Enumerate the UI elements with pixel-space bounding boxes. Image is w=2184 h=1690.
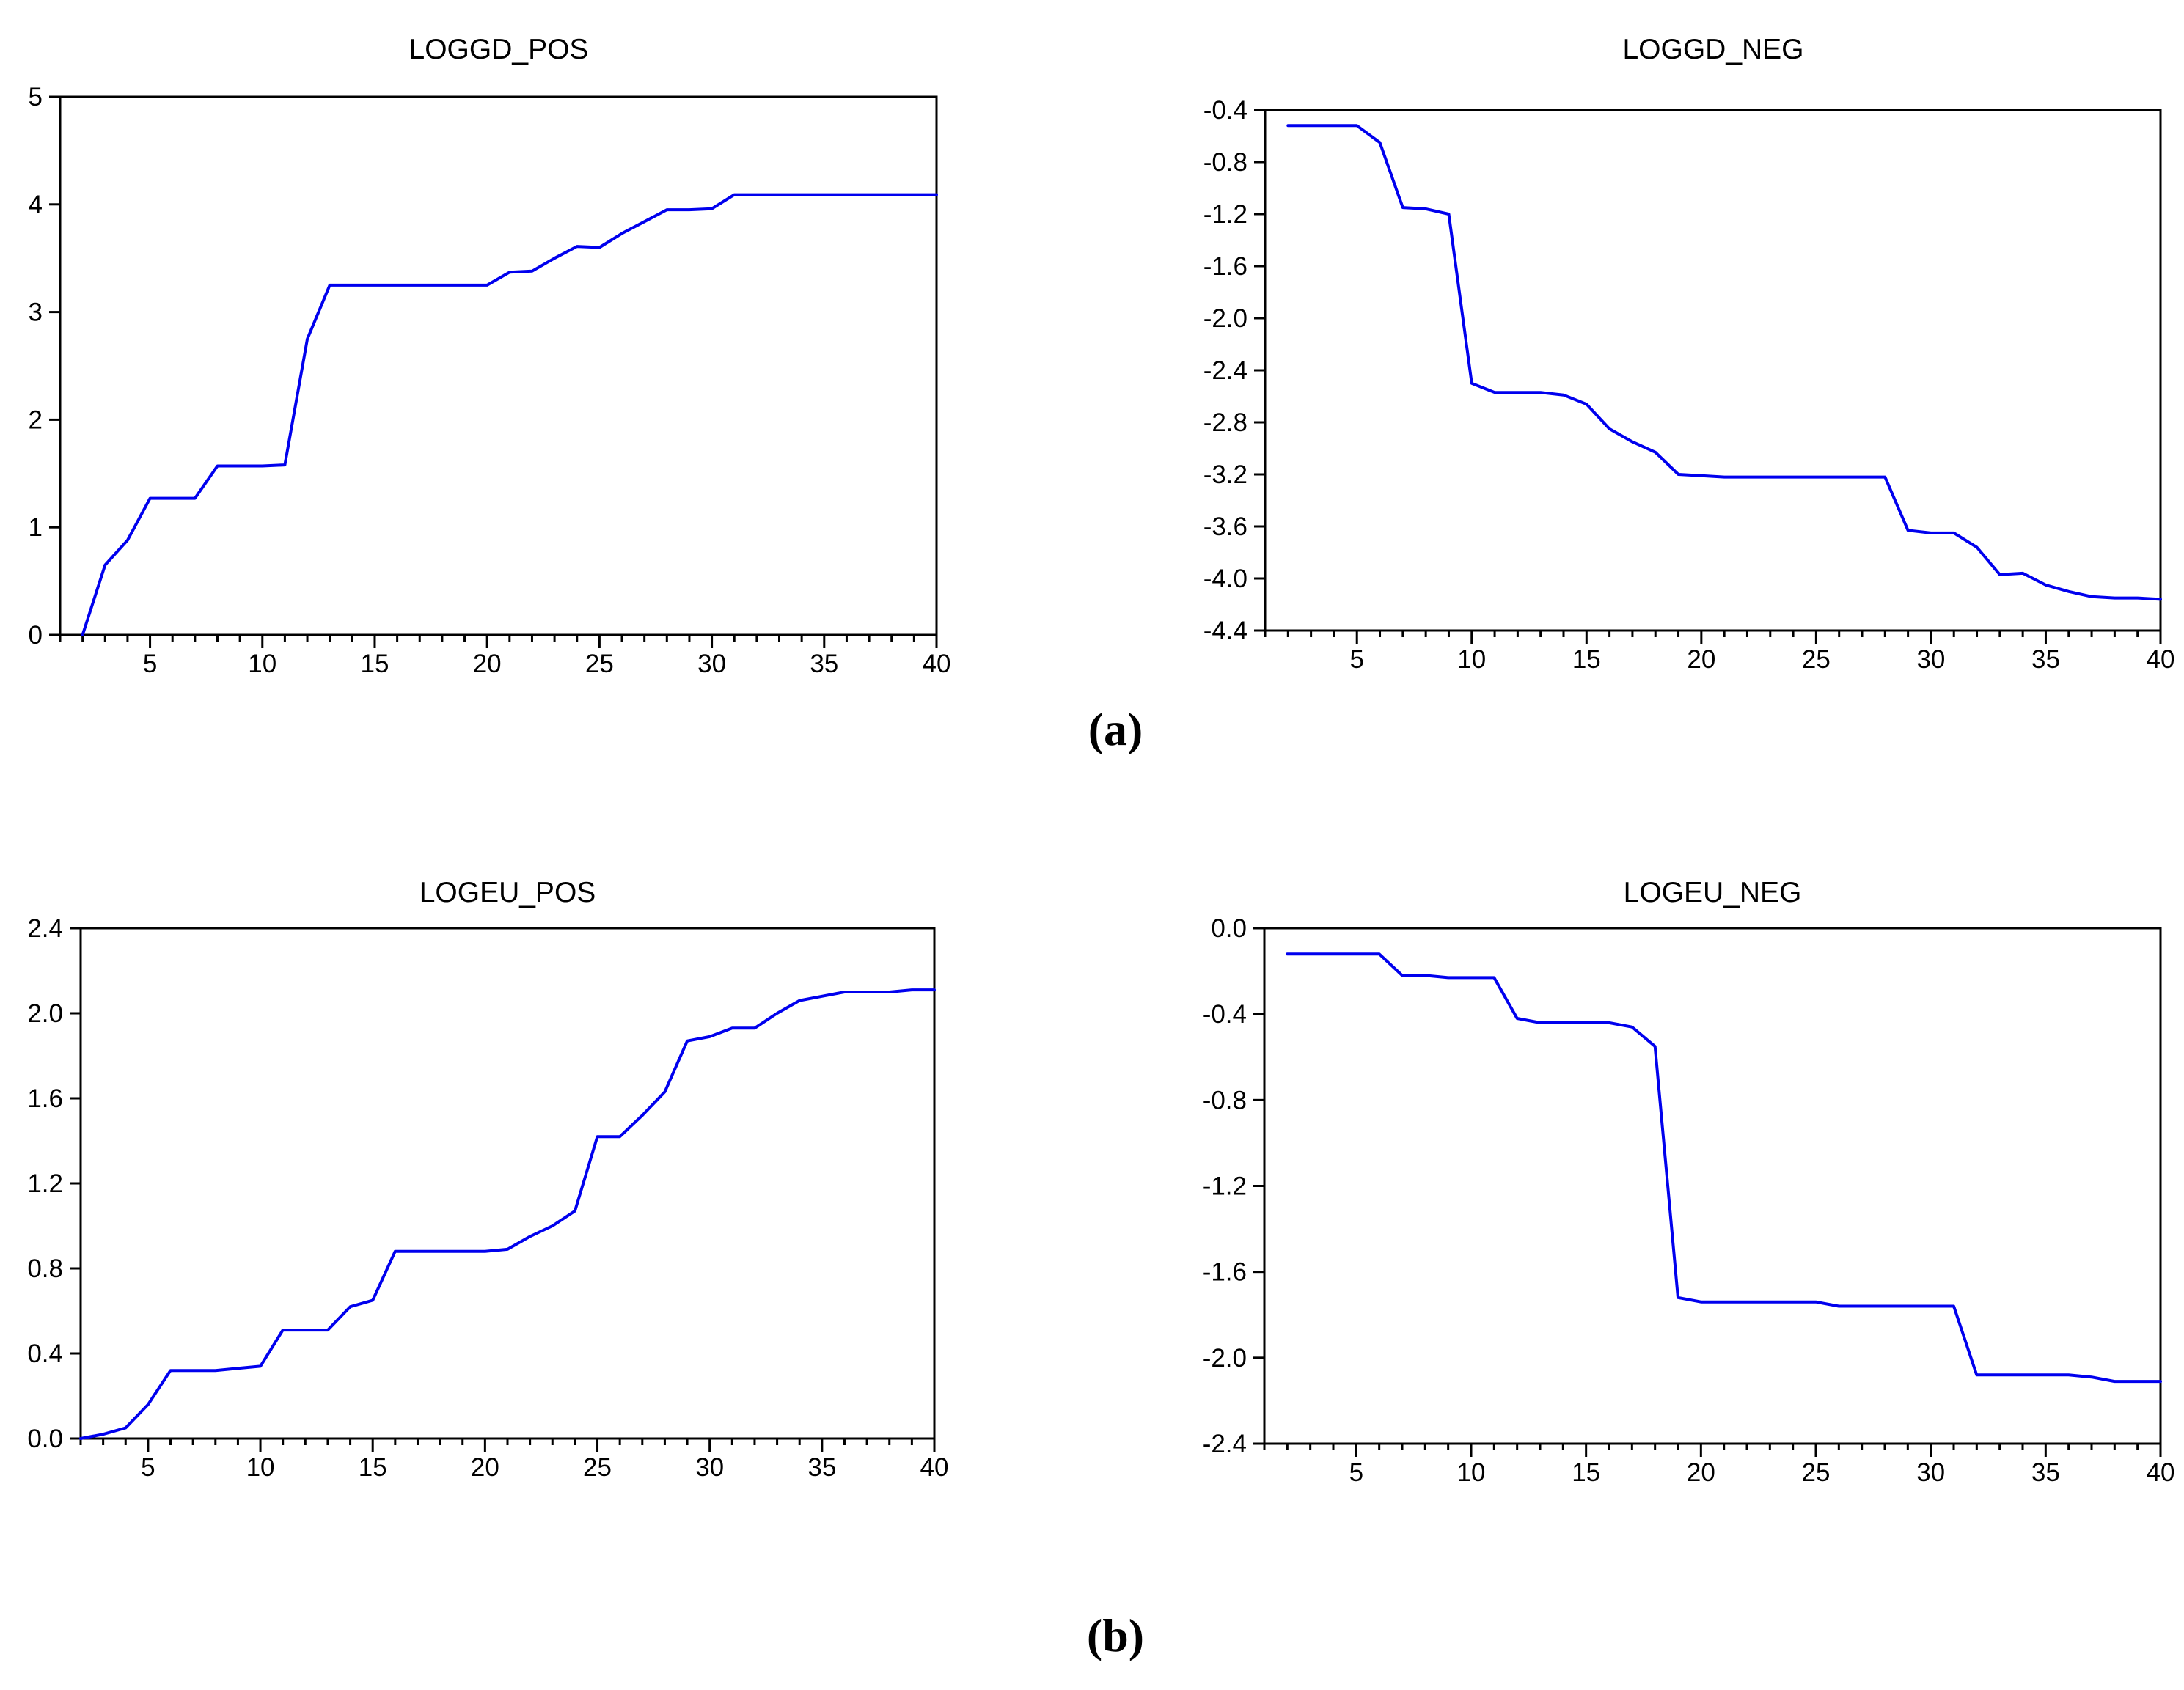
chart-loggd-pos: LOGGD_POS 0 1 2 3 4 5 5 10 15 20 25 30 35 40 — [29, 34, 951, 678]
x-tick-label: 10 — [248, 650, 276, 678]
y-tick-label: 3 — [29, 298, 43, 327]
x-tick-label: 30 — [697, 650, 726, 678]
x-tick-label: 35 — [810, 650, 838, 678]
y-tick-label: -1.6 — [1203, 252, 1247, 281]
x-tick-label: 20 — [1687, 1458, 1715, 1487]
x-tick-label: 40 — [923, 650, 951, 678]
x-tick-label: 5 — [1349, 1458, 1363, 1487]
y-tick-label: 0.8 — [27, 1254, 63, 1283]
plot-frame — [1264, 109, 2162, 632]
y-tick-label: 2.0 — [27, 999, 63, 1028]
y-tick-label: -3.2 — [1203, 460, 1247, 489]
y-tick-label: 4 — [29, 191, 43, 219]
x-tick-label: 10 — [1457, 645, 1486, 674]
y-tick-label: -4.0 — [1203, 565, 1247, 593]
x-tick-label: 35 — [807, 1453, 836, 1482]
x-tick-label: 30 — [1916, 1458, 1945, 1487]
y-tick-label: 1.6 — [27, 1084, 63, 1113]
series-line — [81, 193, 938, 636]
y-tick-label: -2.8 — [1203, 408, 1247, 437]
y-tick-label: -0.4 — [1203, 1000, 1247, 1029]
y-tick-label: -0.4 — [1203, 96, 1247, 125]
x-tick-label: 25 — [583, 1453, 612, 1482]
series-line — [79, 988, 936, 1440]
x-tick-label: 5 — [143, 650, 157, 678]
y-tick-label: -1.2 — [1203, 1172, 1247, 1201]
x-tick-label: 40 — [2147, 1458, 2175, 1487]
x-tick-label: 15 — [1572, 1458, 1600, 1487]
x-tick-label: 15 — [361, 650, 389, 678]
panel-label-b: (b) — [1086, 1609, 1145, 1661]
plot-frame — [59, 95, 938, 636]
y-tick-label: 0 — [29, 621, 43, 650]
y-tick-label: -4.4 — [1203, 617, 1247, 645]
y-tick-label: -2.4 — [1203, 1430, 1247, 1458]
y-tick-label: 5 — [29, 83, 43, 111]
series-line — [1286, 124, 2162, 601]
x-tick-label: 20 — [471, 1453, 499, 1482]
y-tick-label: -2.0 — [1203, 1344, 1247, 1373]
y-tick-label: -2.4 — [1203, 356, 1247, 385]
x-tick-label: 15 — [1572, 645, 1601, 674]
y-tick-label: -0.8 — [1203, 1086, 1247, 1114]
x-tick-label: 35 — [2031, 1458, 2060, 1487]
y-tick-label: -1.2 — [1203, 200, 1247, 229]
chart-logeu-pos: LOGEU_POS 0.0 0.4 0.8 1.2 1.6 2.0 2.4 5 10 15 20 25… — [27, 877, 949, 1482]
panel-label-a: (a) — [1088, 703, 1143, 755]
x-tick-label: 5 — [141, 1453, 155, 1482]
y-tick-label: -1.6 — [1203, 1258, 1247, 1287]
x-tick-label: 20 — [1687, 645, 1715, 674]
chart-title: LOGEU_NEG — [1624, 877, 1802, 908]
chart-title: LOGEU_POS — [419, 877, 596, 908]
plot-frame — [1263, 927, 2162, 1445]
x-tick-label: 40 — [920, 1453, 949, 1482]
y-tick-label: 1.2 — [27, 1169, 63, 1198]
x-tick-label: 20 — [473, 650, 502, 678]
x-tick-label: 30 — [695, 1453, 724, 1482]
chart-title: LOGGD_POS — [409, 34, 589, 65]
y-tick-label: 0.0 — [27, 1425, 63, 1453]
x-tick-label: 25 — [585, 650, 614, 678]
x-tick-label: 35 — [2031, 645, 2060, 674]
y-tick-label: 2.4 — [27, 914, 63, 943]
y-tick-label: -0.8 — [1203, 148, 1247, 177]
chart-logeu-neg: LOGEU_NEG 0.0 -0.4 -0.8 -1.2 -1.6 -2.0 -2.4 5 10… — [1203, 877, 2175, 1487]
x-tick-label: 40 — [2147, 645, 2175, 674]
series-line — [1286, 952, 2162, 1384]
y-tick-label: -3.6 — [1203, 512, 1247, 541]
y-tick-label: 1 — [29, 513, 43, 542]
y-tick-label: 0.4 — [27, 1340, 63, 1368]
y-tick-label: -2.0 — [1203, 304, 1247, 333]
x-tick-label: 30 — [1916, 645, 1945, 674]
x-tick-label: 10 — [1457, 1458, 1486, 1487]
x-tick-label: 10 — [246, 1453, 275, 1482]
x-tick-label: 25 — [1802, 1458, 1831, 1487]
chart-title: LOGGD_NEG — [1622, 34, 1803, 65]
x-tick-label: 5 — [1349, 645, 1363, 674]
x-tick-label: 15 — [359, 1453, 387, 1482]
y-tick-label: 0.0 — [1211, 914, 1247, 943]
y-tick-label: 2 — [29, 405, 43, 434]
x-tick-label: 25 — [1802, 645, 1831, 674]
chart-loggd-neg: LOGGD_NEG -0.4 -0.8 -1.2 -1.6 -2.0 -2.4 -2.8 -3… — [1203, 34, 2175, 674]
plot-frame — [79, 927, 936, 1440]
